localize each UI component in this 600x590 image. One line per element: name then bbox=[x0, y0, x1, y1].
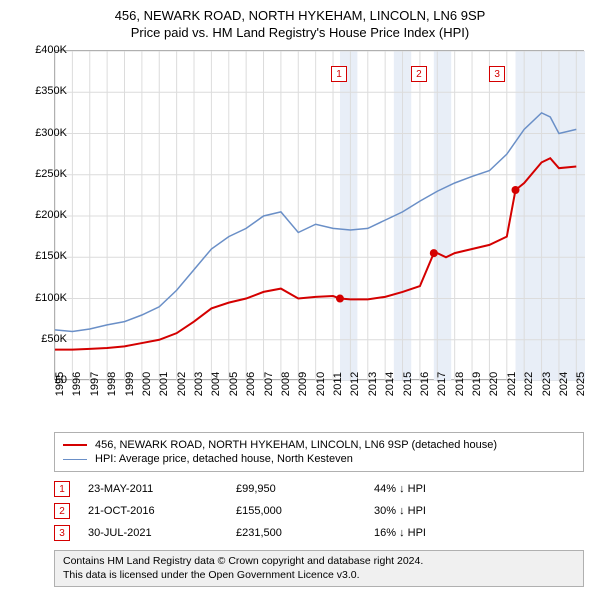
x-tick-label: 2015 bbox=[402, 372, 414, 396]
x-tick-label: 2005 bbox=[228, 372, 240, 396]
chart-svg bbox=[55, 51, 585, 381]
footer-attribution: Contains HM Land Registry data © Crown c… bbox=[54, 550, 584, 587]
sale-marker-icon: 3 bbox=[54, 525, 70, 541]
x-tick-label: 2002 bbox=[176, 372, 188, 396]
x-tick-label: 2006 bbox=[245, 372, 257, 396]
x-tick-label: 1995 bbox=[54, 372, 66, 396]
footer-line1: Contains HM Land Registry data © Crown c… bbox=[63, 555, 575, 569]
y-tick-label: £350K bbox=[35, 85, 67, 97]
sale-date: 21-OCT-2016 bbox=[88, 505, 218, 517]
sales-table: 1 23-MAY-2011 £99,950 44% ↓ HPI 2 21-OCT… bbox=[54, 478, 584, 544]
x-tick-label: 2022 bbox=[523, 372, 535, 396]
x-tick-label: 1998 bbox=[106, 372, 118, 396]
title-subtitle: Price paid vs. HM Land Registry's House … bbox=[0, 25, 600, 40]
x-tick-label: 2021 bbox=[506, 372, 518, 396]
x-tick-label: 2016 bbox=[419, 372, 431, 396]
legend-box: 456, NEWARK ROAD, NORTH HYKEHAM, LINCOLN… bbox=[54, 432, 584, 472]
y-tick-label: £50K bbox=[41, 333, 67, 345]
title-block: 456, NEWARK ROAD, NORTH HYKEHAM, LINCOLN… bbox=[0, 0, 600, 40]
x-tick-label: 2014 bbox=[384, 372, 396, 396]
chart-container: 456, NEWARK ROAD, NORTH HYKEHAM, LINCOLN… bbox=[0, 0, 600, 590]
x-tick-label: 2007 bbox=[263, 372, 275, 396]
x-tick-label: 2023 bbox=[541, 372, 553, 396]
y-tick-label: £300K bbox=[35, 127, 67, 139]
x-tick-label: 2020 bbox=[488, 372, 500, 396]
sale-price: £155,000 bbox=[236, 505, 356, 517]
x-tick-label: 2011 bbox=[332, 372, 344, 396]
sale-diff: 16% ↓ HPI bbox=[374, 527, 584, 539]
y-tick-label: £200K bbox=[35, 209, 67, 221]
legend-swatch-hpi bbox=[63, 459, 87, 460]
legend-label-hpi: HPI: Average price, detached house, Nort… bbox=[95, 453, 353, 465]
footer-line2: This data is licensed under the Open Gov… bbox=[63, 569, 575, 583]
x-tick-label: 2017 bbox=[436, 372, 448, 396]
x-tick-label: 2012 bbox=[349, 372, 361, 396]
x-tick-label: 1997 bbox=[89, 372, 101, 396]
y-tick-label: £100K bbox=[35, 292, 67, 304]
chart-sale-marker: 2 bbox=[411, 66, 427, 82]
x-tick-label: 2009 bbox=[297, 372, 309, 396]
x-tick-label: 2013 bbox=[367, 372, 379, 396]
x-tick-label: 2019 bbox=[471, 372, 483, 396]
y-tick-label: £400K bbox=[35, 44, 67, 56]
y-tick-label: £150K bbox=[35, 250, 67, 262]
sale-diff: 30% ↓ HPI bbox=[374, 505, 584, 517]
x-tick-label: 2008 bbox=[280, 372, 292, 396]
x-tick-label: 2003 bbox=[193, 372, 205, 396]
chart-sale-marker: 3 bbox=[489, 66, 505, 82]
x-tick-label: 2010 bbox=[315, 372, 327, 396]
chart-plot-area bbox=[54, 50, 584, 380]
x-tick-label: 2004 bbox=[210, 372, 222, 396]
sale-date: 23-MAY-2011 bbox=[88, 483, 218, 495]
x-tick-label: 2000 bbox=[141, 372, 153, 396]
x-tick-label: 2024 bbox=[558, 372, 570, 396]
title-address: 456, NEWARK ROAD, NORTH HYKEHAM, LINCOLN… bbox=[0, 8, 600, 23]
sale-row: 1 23-MAY-2011 £99,950 44% ↓ HPI bbox=[54, 478, 584, 500]
sale-price: £99,950 bbox=[236, 483, 356, 495]
y-tick-label: £250K bbox=[35, 168, 67, 180]
legend-swatch-price bbox=[63, 444, 87, 446]
sale-row: 3 30-JUL-2021 £231,500 16% ↓ HPI bbox=[54, 522, 584, 544]
sale-diff: 44% ↓ HPI bbox=[374, 483, 584, 495]
legend-label-price: 456, NEWARK ROAD, NORTH HYKEHAM, LINCOLN… bbox=[95, 439, 497, 451]
sale-date: 30-JUL-2021 bbox=[88, 527, 218, 539]
x-tick-label: 2025 bbox=[575, 372, 587, 396]
sale-price: £231,500 bbox=[236, 527, 356, 539]
sale-marker-icon: 2 bbox=[54, 503, 70, 519]
x-tick-label: 1996 bbox=[71, 372, 83, 396]
sale-row: 2 21-OCT-2016 £155,000 30% ↓ HPI bbox=[54, 500, 584, 522]
x-tick-label: 2001 bbox=[158, 372, 170, 396]
legend-row: 456, NEWARK ROAD, NORTH HYKEHAM, LINCOLN… bbox=[63, 438, 575, 452]
x-tick-label: 2018 bbox=[454, 372, 466, 396]
chart-sale-marker: 1 bbox=[331, 66, 347, 82]
legend-row: HPI: Average price, detached house, Nort… bbox=[63, 452, 575, 466]
x-tick-label: 1999 bbox=[124, 372, 136, 396]
sale-marker-icon: 1 bbox=[54, 481, 70, 497]
